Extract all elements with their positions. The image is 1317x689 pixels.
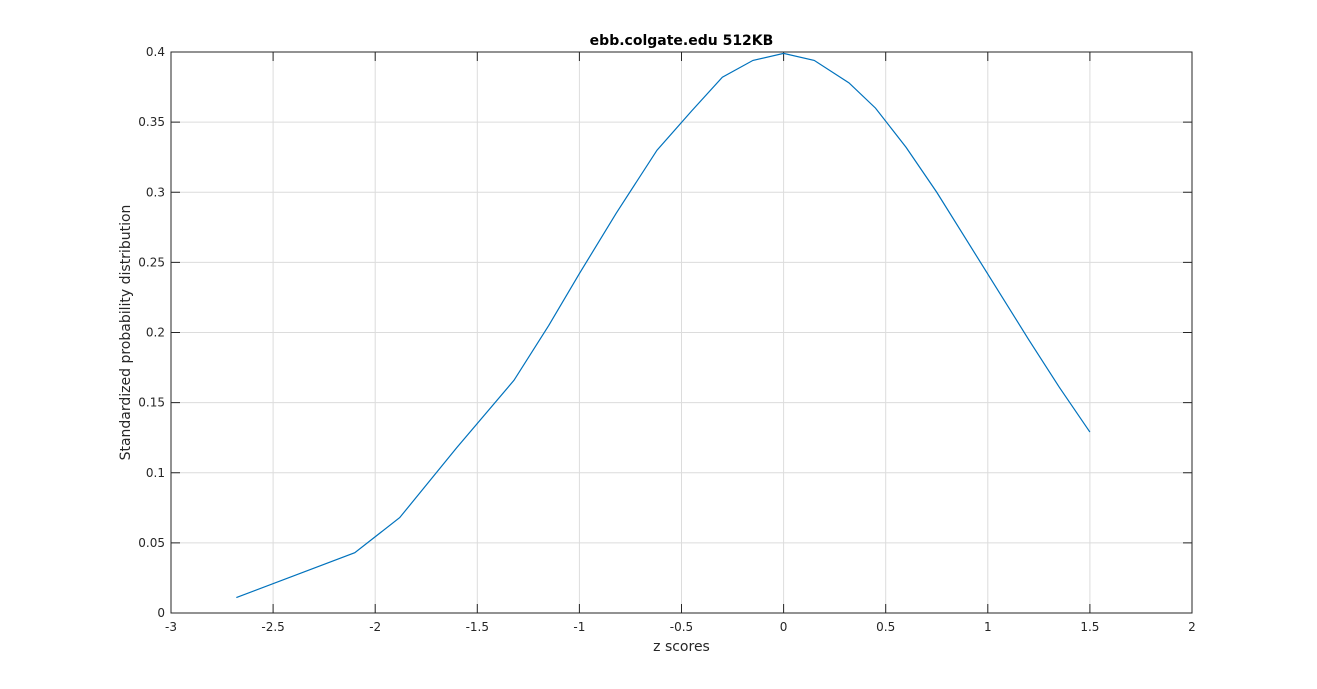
- x-tick-label: 1: [984, 620, 992, 634]
- x-tick-label: 1.5: [1080, 620, 1099, 634]
- y-tick-label: 0.25: [138, 255, 165, 269]
- x-tick-label: -3: [165, 620, 177, 634]
- y-tick-label: 0.35: [138, 115, 165, 129]
- y-tick-label: 0.1: [146, 466, 165, 480]
- x-tick-label: -2.5: [261, 620, 284, 634]
- x-axis-label: z scores: [653, 639, 710, 655]
- series-layer: [236, 52, 1091, 599]
- ticks: -3 -2.5 -2 -1.5 -1 -0.5 0 0.5 1 1.5 2 0 0.05 0.1 0.15 0…: [138, 45, 1196, 634]
- y-axis-label: Standardized probability distribution: [118, 205, 134, 461]
- axes-frame: [170, 51, 1193, 614]
- x-tick-label: 0: [780, 620, 788, 634]
- series-line: [236, 52, 1091, 599]
- y-tick-label: 0.2: [146, 326, 165, 340]
- y-tick-label: 0.15: [138, 396, 165, 410]
- x-tick-label: -2: [369, 620, 381, 634]
- x-tick-label: -1.5: [466, 620, 489, 634]
- x-tick-label: -1: [573, 620, 585, 634]
- x-tick-label: 0.5: [876, 620, 895, 634]
- x-tick-label: -0.5: [670, 620, 693, 634]
- y-tick-label: 0.3: [146, 185, 165, 199]
- y-tick-label: 0: [157, 606, 165, 620]
- y-tick-label: 0.4: [146, 45, 165, 59]
- chart-title: ebb.colgate.edu 512KB: [590, 33, 774, 49]
- x-tick-label: 2: [1188, 620, 1196, 634]
- y-tick-label: 0.05: [138, 536, 165, 550]
